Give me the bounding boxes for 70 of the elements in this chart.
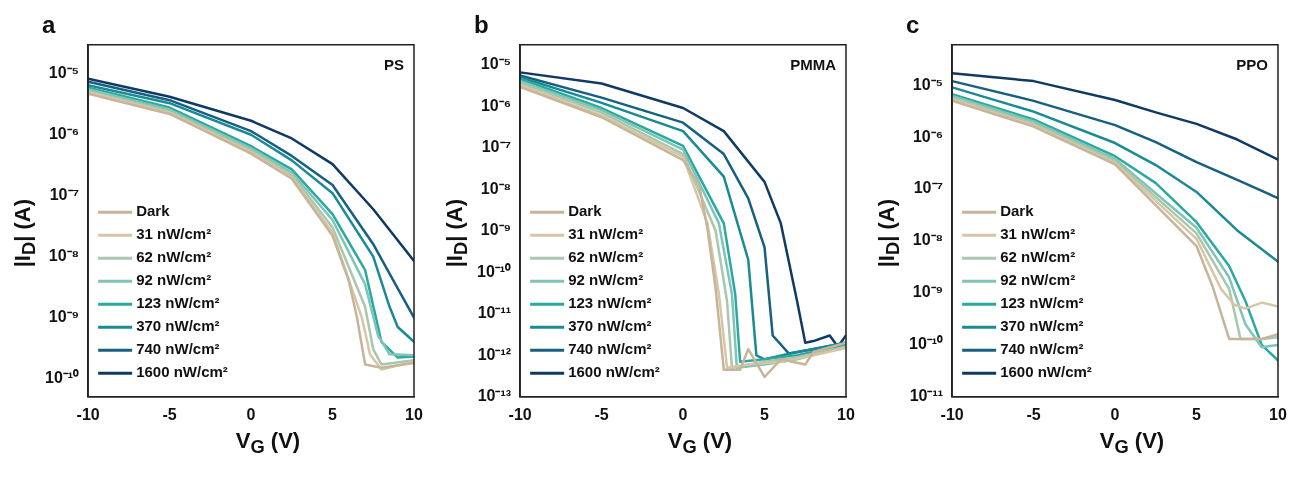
x-tick-label: -10 [940, 405, 964, 423]
chart-title: c [906, 11, 920, 39]
legend-label: 92 nW/cm² [568, 271, 644, 289]
x-axis-title: V$_{G}$ (V) [666, 428, 734, 459]
y-tick-label: 10⁻⁶ [912, 127, 944, 145]
legend-label: 740 nW/cm² [568, 340, 652, 358]
y-tick-label: 10⁻¹⁰ [45, 368, 80, 386]
legend-label: 62 nW/cm² [136, 248, 212, 266]
y-tick-label: 10⁻⁶ [480, 96, 512, 114]
y-tick-label: 10⁻⁹ [480, 221, 512, 239]
legend-label: Dark [136, 202, 171, 220]
legend-label: 62 nW/cm² [568, 248, 644, 266]
y-tick-label: 10⁻⁸ [48, 247, 80, 265]
legend-label: Dark [568, 202, 603, 220]
legend-label: 62 nW/cm² [1000, 248, 1076, 266]
legend-label: 1600 nW/cm² [1000, 363, 1092, 381]
legend-label: 1600 nW/cm² [136, 363, 228, 381]
y-tick-label: 10⁻⁷ [913, 179, 944, 197]
y-tick-label: 10⁻⁸ [912, 231, 944, 249]
legend-label: 740 nW/cm² [136, 340, 220, 358]
y-tick-label: 10⁻⁵ [48, 64, 80, 82]
y-tick-label: 10⁻⁷ [481, 138, 512, 156]
y-tick-label: 10⁻⁹ [912, 283, 944, 301]
x-tick-label: -10 [508, 405, 532, 423]
x-axis-title: V$_{G}$ (V) [234, 428, 302, 459]
x-tick-label: 0 [246, 405, 256, 423]
x-tick-label: 10 [1269, 405, 1287, 423]
x-tick-label: -5 [162, 405, 177, 423]
x-tick-label: 5 [1192, 405, 1202, 423]
x-tick-label: 0 [1110, 405, 1120, 423]
x-tick-label: 0 [678, 405, 688, 423]
y-tick-label: 10⁻⁷ [49, 186, 80, 204]
legend-label: Dark [1000, 202, 1035, 220]
y-tick-label: 10⁻⁵ [912, 75, 944, 93]
y-tick-label: 10⁻¹² [477, 345, 512, 363]
y-tick-label: 10⁻¹³ [477, 387, 512, 405]
legend-label: 31 nW/cm² [136, 225, 212, 243]
annotation: PS [383, 56, 404, 74]
x-tick-label: -10 [76, 405, 100, 423]
annotation: PPO [1236, 56, 1269, 74]
legend-label: 92 nW/cm² [1000, 271, 1076, 289]
legend-label: 123 nW/cm² [1000, 294, 1084, 312]
x-tick-label: -5 [594, 405, 609, 423]
x-tick-label: 5 [760, 405, 770, 423]
y-tick-label: 10⁻¹⁰ [477, 262, 512, 280]
chart-title: a [42, 11, 56, 39]
y-tick-label: 10⁻¹¹ [909, 387, 944, 405]
y-tick-label: 10⁻⁹ [48, 307, 80, 325]
x-tick-label: 10 [405, 405, 423, 423]
legend-label: 740 nW/cm² [1000, 340, 1084, 358]
x-tick-label: 5 [328, 405, 338, 423]
legend-label: 31 nW/cm² [568, 225, 644, 243]
legend-label: 370 nW/cm² [568, 317, 652, 335]
legend-label: 31 nW/cm² [1000, 225, 1076, 243]
x-tick-label: -5 [1026, 405, 1041, 423]
y-tick-label: 10⁻⁶ [48, 125, 80, 143]
y-tick-label: 10⁻⁵ [480, 55, 512, 73]
legend-label: 370 nW/cm² [136, 317, 220, 335]
legend-label: 123 nW/cm² [136, 294, 220, 312]
legend-label: 370 nW/cm² [1000, 317, 1084, 335]
x-tick-label: 10 [837, 405, 855, 423]
y-tick-label: 10⁻¹⁰ [909, 335, 944, 353]
x-axis-title: V$_{G}$ (V) [1098, 428, 1166, 459]
legend-label: 1600 nW/cm² [568, 363, 660, 381]
y-tick-label: 10⁻⁸ [480, 179, 512, 197]
annotation: PMMA [790, 56, 837, 74]
y-tick-label: 10⁻¹¹ [477, 304, 512, 322]
chart-title: b [474, 11, 489, 39]
legend-label: 123 nW/cm² [568, 294, 652, 312]
legend-label: 92 nW/cm² [136, 271, 212, 289]
